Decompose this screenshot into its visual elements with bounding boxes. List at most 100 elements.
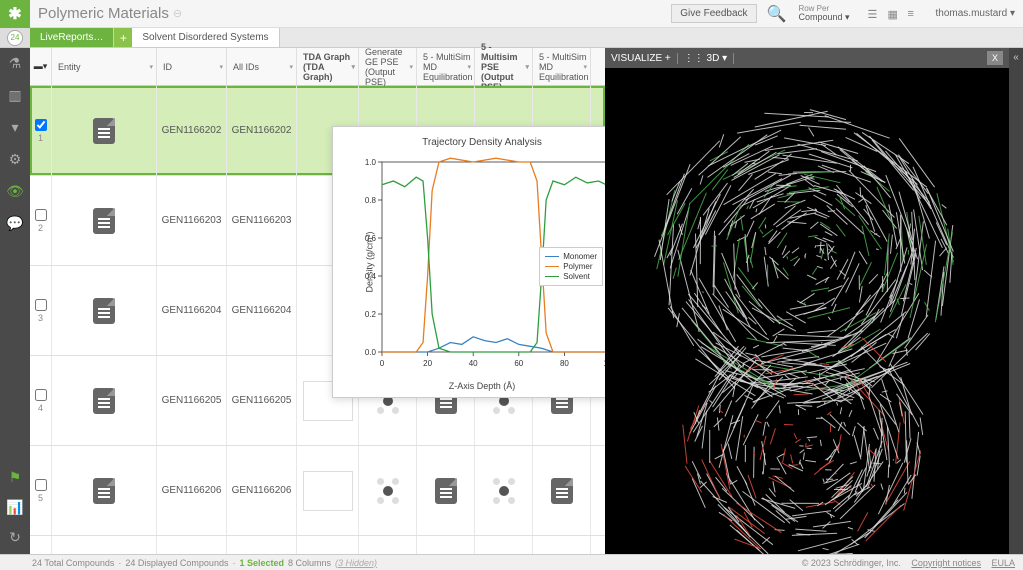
cell-entity [52,266,157,355]
cell-allids: GEN1166203 [227,176,297,265]
chart-title: Trajectory Density Analysis [333,137,605,148]
search-icon[interactable]: 🔍 [767,4,787,24]
row-checkbox[interactable] [35,209,47,221]
molecule-canvas[interactable] [605,68,1009,554]
title-dropdown-icon[interactable]: ⊖ [173,7,182,20]
cell-thumb[interactable] [417,446,475,535]
cell-thumb[interactable] [533,536,591,554]
column-header-allids[interactable]: All IDs [227,48,297,85]
row-checkbox[interactable] [35,479,47,491]
table-row[interactable]: 6GEN1166207GEN1166207 [30,536,605,554]
cell-thumb[interactable] [475,536,533,554]
viz-close-button[interactable]: X [987,51,1003,65]
tab-add-button[interactable]: + [114,28,132,47]
sidebar-comment-icon[interactable]: 💬 [6,214,24,232]
footer-selected[interactable]: 1 Selected [239,558,284,568]
table-body: ⤢ Trajectory Density Analysis 0204060801… [30,86,605,554]
viz-header: VISUALIZE + ⋮⋮ 3D ▾ X [605,48,1009,68]
cell-thumb[interactable] [297,536,359,554]
cell-entity [52,356,157,445]
sidebar-filter-icon[interactable]: ▾ [6,118,24,136]
viz-body[interactable] [605,68,1009,554]
chart-xlabel: Z-Axis Depth (Å) [449,381,516,391]
svg-text:0.2: 0.2 [365,310,377,319]
row-checkbox-cell: 2 [30,176,52,265]
sidebar-chart-icon[interactable]: 📊 [6,498,24,516]
cell-thumb[interactable] [533,446,591,535]
tab[interactable]: LiveReports… [30,28,114,47]
viz-collapse-handle[interactable]: « [1009,48,1023,554]
svg-text:1.0: 1.0 [365,158,377,167]
column-header-id[interactable]: ID [157,48,227,85]
tab[interactable]: Solvent Disordered Systems [132,28,279,47]
footer-columns: 8 Columns [288,558,331,568]
document-icon [93,478,115,504]
user-menu[interactable]: thomas.mustard ▾ [936,8,1016,19]
app-logo[interactable]: ✱ [0,0,30,28]
row-per-selector[interactable]: Row Per Compound ▾ [798,5,867,22]
row-checkbox[interactable] [35,299,47,311]
give-feedback-button[interactable]: Give Feedback [671,4,756,23]
chart-overlay: ⤢ Trajectory Density Analysis 0204060801… [332,126,605,398]
svg-text:20: 20 [423,359,432,368]
sidebar-flag-icon[interactable]: ⚑ [6,468,24,486]
viz-title[interactable]: VISUALIZE + [611,53,671,64]
table-row[interactable]: 5GEN1166206GEN1166206 [30,446,605,536]
sidebar-flask-icon[interactable]: ⚙ [6,150,24,168]
sidebar-view-icon[interactable]: 👁 [6,182,24,200]
svg-text:60: 60 [514,359,523,368]
cell-id: GEN1166207 [157,536,227,554]
row-number: 1 [38,133,43,143]
column-header-pse5[interactable]: 5 - Multisim PSE (Output PSE) [475,48,533,85]
row-checkbox-cell: 4 [30,356,52,445]
cell-allids: GEN1166205 [227,356,297,445]
footer-eula-link[interactable]: EULA [991,558,1015,568]
cell-id: GEN1166203 [157,176,227,265]
column-header-entity[interactable]: Entity [52,48,157,85]
column-header-eq5[interactable]: 5 - MultiSim MD Equilibration [417,48,475,85]
sidebar-refresh-icon[interactable]: ↻ [6,528,24,546]
cell-entity [52,176,157,265]
viz-mode-selector[interactable]: ⋮⋮ 3D ▾ [677,53,734,64]
page-title: Polymeric Materials [38,5,169,22]
document-icon [93,298,115,324]
cell-thumb[interactable] [475,446,533,535]
view-tile-icon[interactable]: ≡ [908,8,924,20]
column-header-tda[interactable]: TDA Graph (TDA Graph) [297,48,359,85]
row-number: 2 [38,223,43,233]
header-check-dropdown[interactable]: ▬▾ [30,48,52,85]
row-checkbox-cell: 3 [30,266,52,355]
row-checkbox-cell: 1 [30,86,52,175]
cell-thumb[interactable] [297,446,359,535]
column-header-eq5b[interactable]: 5 - MultiSim MD Equilibration [533,48,591,85]
sidebar-compounds-icon[interactable]: ⚗ [6,54,24,72]
chart-legend: MonomerPolymerSolvent [539,247,603,286]
cell-thumb[interactable] [417,536,475,554]
cell-allids: GEN1166206 [227,446,297,535]
row-checkbox[interactable] [35,119,47,131]
footer: 24 Total Compounds · 24 Displayed Compou… [0,554,1023,570]
row-checkbox[interactable] [35,389,47,401]
column-header-gen[interactable]: Generate GE PSE (Output PSE) [359,48,417,85]
footer-displayed: 24 Displayed Compounds [125,558,228,568]
count-badge[interactable]: 24 [0,28,30,47]
view-grid-icon[interactable]: ▦ [888,8,904,20]
svg-text:0.8: 0.8 [365,196,377,205]
svg-text:0: 0 [380,359,385,368]
svg-text:100: 100 [603,359,605,368]
cell-thumb[interactable] [359,446,417,535]
svg-text:0.0: 0.0 [365,348,377,357]
cell-allids: GEN1166202 [227,86,297,175]
footer-hidden[interactable]: (3 Hidden) [335,558,377,568]
cell-id: GEN1166202 [157,86,227,175]
left-sidebar: ⚗ ▥ ▾ ⚙ 👁 💬 ⚑ 📊 ↻ [0,48,30,554]
footer-copyright-link[interactable]: Copyright notices [911,558,981,568]
svg-text:80: 80 [560,359,569,368]
view-list-icon[interactable]: ☰ [868,8,884,20]
document-icon [93,118,115,144]
sidebar-columns-icon[interactable]: ▥ [6,86,24,104]
cell-thumb[interactable] [359,536,417,554]
row-checkbox-cell: 6 [30,536,52,554]
cell-allids: GEN1166204 [227,266,297,355]
row-number: 4 [38,403,43,413]
